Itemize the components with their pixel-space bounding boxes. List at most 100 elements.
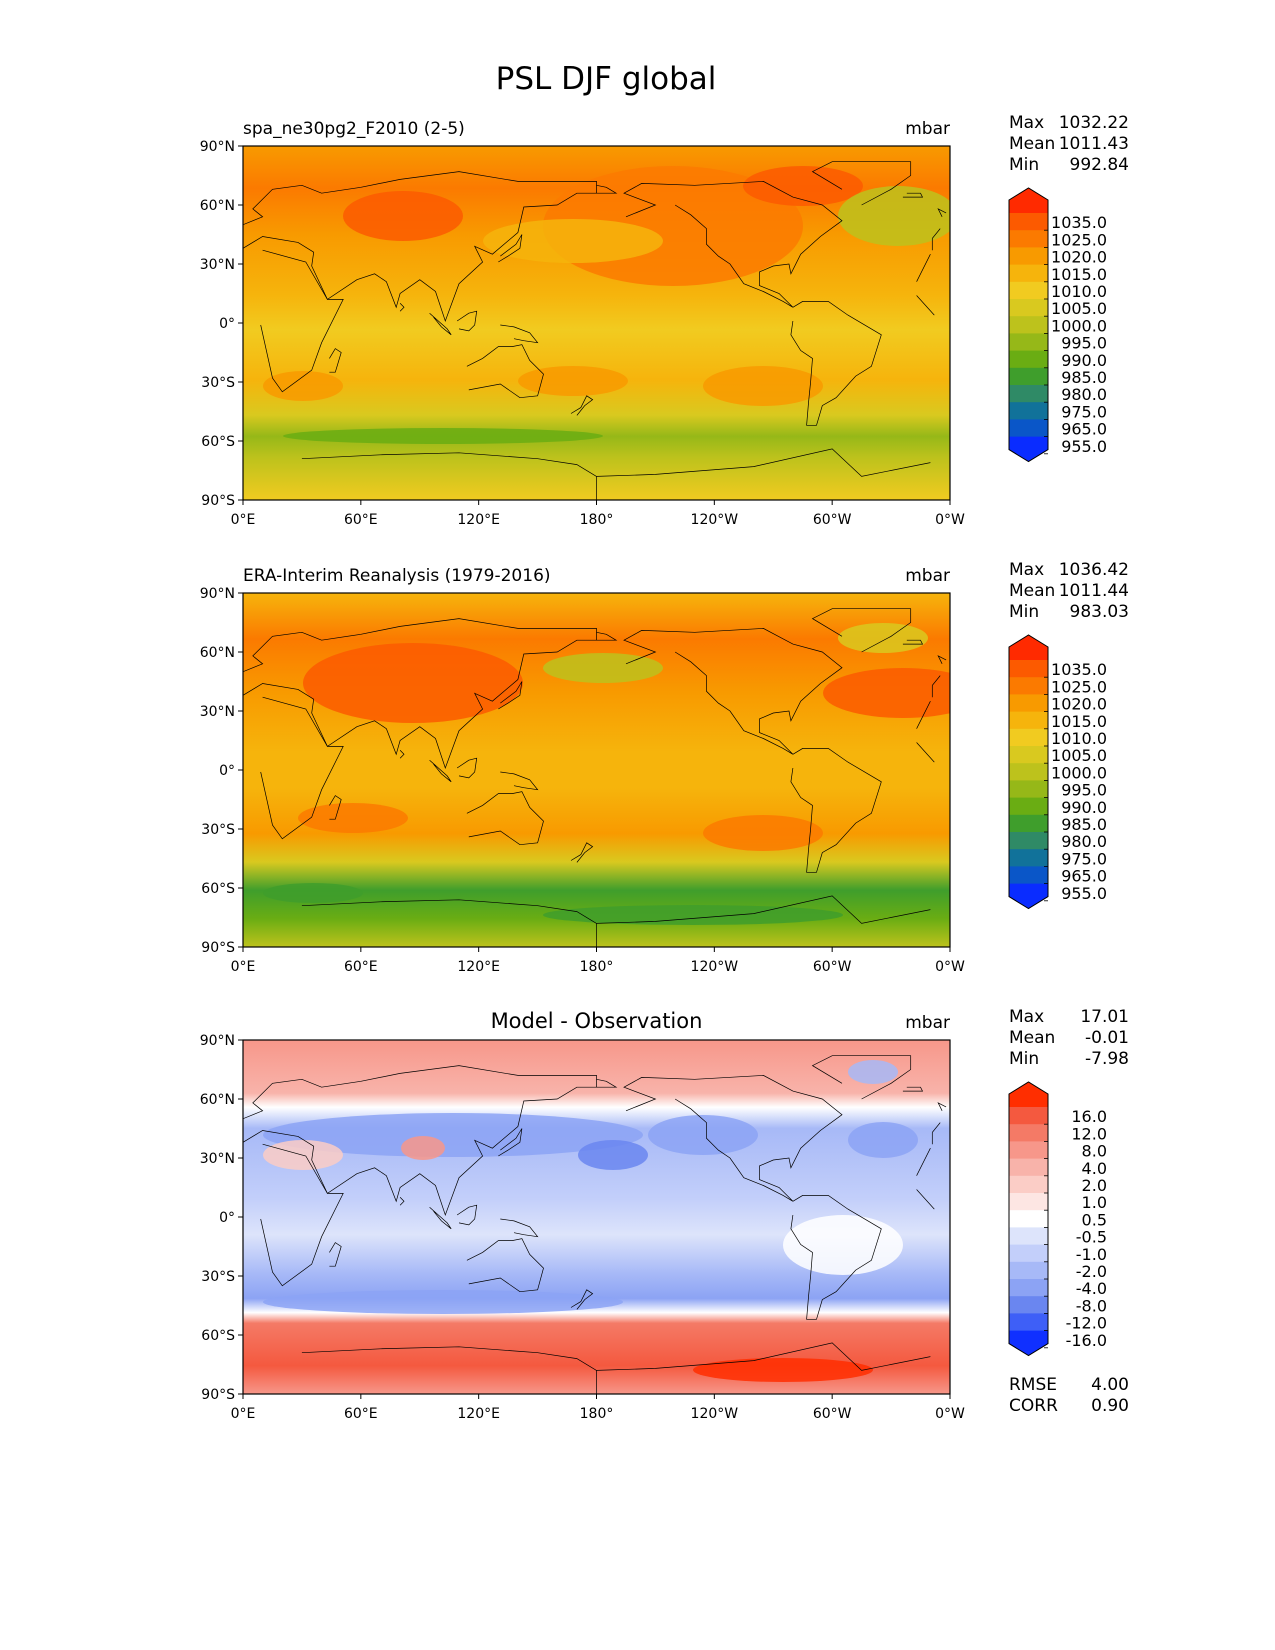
colorbar-label: 1020.0 [1051, 248, 1107, 267]
field-contour [263, 883, 363, 903]
colorbar-label: 985.0 [1061, 368, 1107, 387]
colorbar-swatch [1009, 832, 1048, 850]
stat-label: Max [1009, 1007, 1044, 1027]
figure-title: PSL DJF global [496, 61, 717, 97]
lon-tick-label: 120°W [691, 512, 739, 528]
coastline [570, 1289, 594, 1310]
colorbar-swatch [1009, 1279, 1048, 1297]
colorbar-swatch [1009, 1296, 1048, 1314]
colorbar: 1035.01025.01020.01015.01010.01005.01000… [1008, 634, 1107, 910]
lon-tick-label: 0°W [935, 1406, 965, 1422]
colorbar-label: 1025.0 [1051, 677, 1107, 696]
colorbar-label: -0.5 [1076, 1228, 1107, 1247]
field-contour [823, 668, 950, 718]
coastline [399, 1197, 405, 1206]
lon-tick-label: 60°W [813, 512, 852, 528]
lat-tick-label: 60°N [200, 645, 235, 661]
lon-tick-label: 120°W [691, 1406, 739, 1422]
coastline [623, 181, 843, 308]
panel-observation: ERA-Interim Reanalysis (1979-2016) mbar 90… [200, 560, 1129, 975]
stat-value: 0.90 [1091, 1396, 1129, 1416]
field-contour [263, 371, 343, 401]
field-contour [283, 428, 603, 444]
colorbar-label: 8.0 [1082, 1142, 1107, 1161]
field-contour [263, 1113, 643, 1157]
coastline [596, 184, 618, 194]
colorbar-swatch [1009, 230, 1048, 248]
lon-tick-label: 120°E [457, 512, 500, 528]
lon-tick-label: 180° [580, 1406, 614, 1422]
stat-label: Mean [1009, 581, 1055, 601]
colorbar-label: 1020.0 [1051, 695, 1107, 714]
field-contour [848, 1060, 898, 1084]
field-contour [693, 1358, 873, 1382]
coastline [466, 791, 544, 846]
lat-tick-label: 30°S [201, 822, 235, 838]
stat-label: Max [1009, 113, 1044, 133]
colorbar-swatch [1009, 677, 1048, 695]
coastline [811, 161, 912, 206]
colorbar-swatch [1009, 1175, 1048, 1194]
colorbar-swatch [1009, 746, 1048, 764]
colorbar-extend-bottom [1009, 436, 1048, 462]
colorbar-label: 1015.0 [1051, 712, 1107, 731]
colorbar-extend-top [1009, 1082, 1048, 1107]
stat-label: Min [1009, 155, 1039, 175]
field-contour [703, 366, 823, 406]
colorbar-swatch [1009, 299, 1048, 317]
colorbar-swatch [1009, 849, 1048, 867]
coastline [570, 395, 594, 416]
lat-tick-label: 0° [219, 1210, 235, 1226]
coastline [466, 344, 544, 399]
lat-tick-label: 60°S [201, 881, 235, 897]
field-contour [543, 653, 663, 683]
coastline [790, 301, 882, 426]
colorbar-swatch [1009, 213, 1048, 231]
lat-tick-label: 90°N [200, 139, 235, 155]
coastline [399, 750, 405, 759]
field-contour [743, 166, 863, 206]
units-label: mbar [905, 119, 950, 139]
colorbar-label: -8.0 [1076, 1296, 1107, 1315]
lon-tick-label: 120°E [457, 1406, 500, 1422]
colorbar-label: 975.0 [1061, 849, 1107, 868]
field-contour [783, 1215, 903, 1275]
colorbar-label: 1000.0 [1051, 316, 1107, 335]
coastline [790, 748, 882, 873]
coastline [811, 1055, 912, 1100]
colorbar-label: 980.0 [1061, 385, 1107, 404]
panel-title: ERA-Interim Reanalysis (1979-2016) [243, 566, 551, 586]
colorbar-label: 990.0 [1061, 351, 1107, 370]
stat-label: Mean [1009, 134, 1055, 154]
coastline [500, 324, 539, 344]
stat-value: 4.00 [1091, 1375, 1129, 1395]
lon-tick-label: 0°E [231, 959, 256, 975]
colorbar-label: 965.0 [1061, 420, 1107, 439]
coastline [301, 895, 931, 947]
colorbar-label: 1025.0 [1051, 230, 1107, 249]
coastline [456, 1204, 478, 1226]
field-contour [838, 186, 950, 246]
colorbar-swatch [1009, 1261, 1048, 1280]
field-contour [343, 191, 463, 241]
coastline [596, 1078, 618, 1088]
coastline [902, 1086, 924, 1092]
stat-value: 992.84 [1070, 155, 1129, 175]
colorbar-swatch [1009, 763, 1048, 781]
colorbar-swatch [1009, 1210, 1048, 1228]
field-contour [303, 643, 523, 723]
coastline [623, 628, 843, 755]
coastline [596, 631, 618, 641]
field-contour [401, 1136, 445, 1160]
colorbar-swatch [1009, 728, 1048, 747]
field-contour [703, 815, 823, 851]
colorbar-label: 1.0 [1082, 1193, 1107, 1212]
coastline [500, 1218, 539, 1238]
coastline [260, 249, 935, 393]
colorbar-swatch [1009, 866, 1048, 885]
coastline [937, 208, 947, 217]
colorbar-label: 1015.0 [1051, 265, 1107, 284]
coastline [498, 234, 523, 263]
coastline [329, 348, 342, 373]
